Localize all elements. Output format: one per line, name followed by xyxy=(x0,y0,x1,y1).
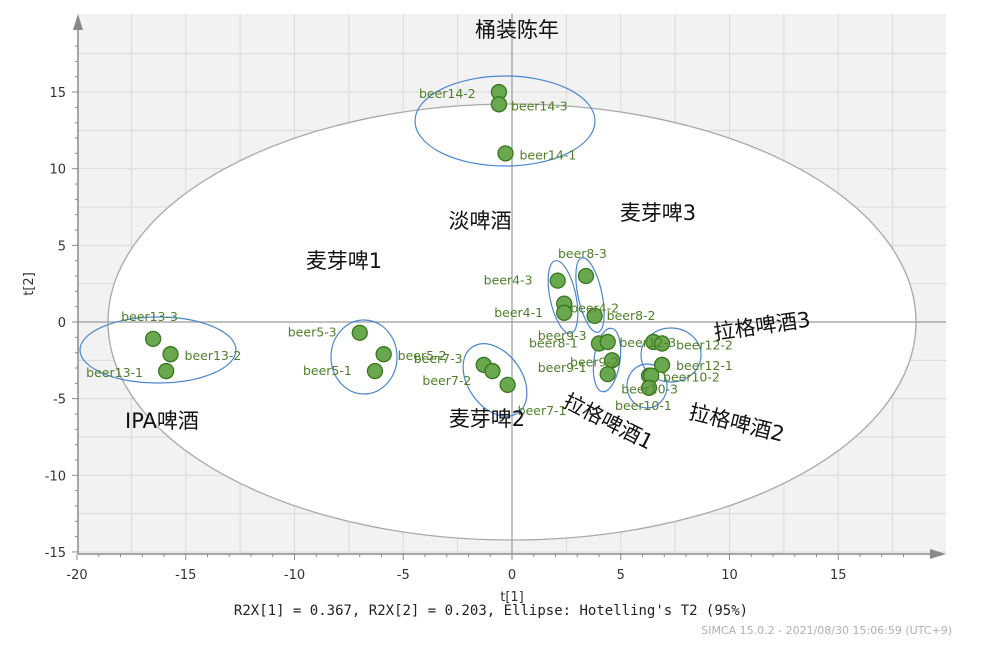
y-tick-label: 0 xyxy=(58,316,66,331)
x-tick-label: -5 xyxy=(397,568,410,583)
point-label: beer5-3 xyxy=(288,325,337,340)
point-label: beer10-1 xyxy=(615,398,672,413)
data-point xyxy=(484,362,501,380)
group-label: IPA啤酒 xyxy=(125,409,199,433)
x-tick-label: 15 xyxy=(830,568,847,583)
point-label: beer8-2 xyxy=(607,308,656,323)
data-point xyxy=(586,307,603,325)
data-point xyxy=(144,330,162,348)
point-label: beer10-3 xyxy=(621,382,678,397)
group-label: 麦芽啤3 xyxy=(620,201,696,225)
data-point xyxy=(490,96,508,113)
point-label: beer4-2 xyxy=(570,301,619,316)
y-tick-label: 10 xyxy=(49,163,66,178)
point-label: beer5-2 xyxy=(398,348,447,363)
x-tick-label: -10 xyxy=(284,568,305,583)
x-tick-label: 5 xyxy=(617,568,625,583)
data-point xyxy=(375,346,392,363)
point-label: beer12-2 xyxy=(676,337,733,352)
point-label: beer8-3 xyxy=(558,246,607,261)
y-tick-label: 5 xyxy=(58,239,66,254)
data-point xyxy=(351,324,368,341)
x-tick-label: 0 xyxy=(508,568,516,583)
point-label: beer13-2 xyxy=(185,348,242,363)
x-tick-label: 10 xyxy=(721,568,738,583)
y-tick-label: -5 xyxy=(53,393,66,408)
data-point xyxy=(158,362,175,380)
ellipse-lager-3 xyxy=(640,327,702,383)
group-label: 淡啤酒 xyxy=(449,209,512,233)
point-label: beer12-3 xyxy=(619,335,676,350)
group-label: 麦芽啤1 xyxy=(306,249,382,273)
data-point xyxy=(653,335,671,352)
ellipse-ipa xyxy=(79,316,237,384)
group-label: 麦芽啤2 xyxy=(449,407,525,431)
point-label: beer4-1 xyxy=(494,305,543,320)
point-label: beer12-1 xyxy=(676,358,733,373)
point-label: beer10-2 xyxy=(663,370,720,385)
ellipse-malt-2 xyxy=(462,343,528,417)
point-label: beer9-1 xyxy=(538,360,587,375)
data-point xyxy=(366,362,384,380)
x-axis-label: t[1] xyxy=(500,590,524,605)
point-label: beer4-3 xyxy=(484,273,533,288)
point-label: beer9-2 xyxy=(570,354,619,369)
x-axis-arrow xyxy=(930,549,946,559)
data-point xyxy=(653,356,671,374)
x-tick-label: -15 xyxy=(175,568,196,583)
ellipse-lager-2 xyxy=(626,363,668,409)
ellipse-malt-1 xyxy=(330,319,398,395)
software-timestamp: SIMCA 15.0.2 - 2021/08/30 15:06:59 (UTC+… xyxy=(701,624,952,637)
data-point xyxy=(162,346,179,363)
point-label: beer14-3 xyxy=(511,98,568,113)
footer-caption: R2X[1] = 0.367, R2X[2] = 0.203, Ellipse:… xyxy=(233,603,749,619)
data-point xyxy=(499,376,516,394)
point-label: beer7-1 xyxy=(518,403,567,418)
point-label: beer14-2 xyxy=(419,86,476,101)
ellipse-barrel-aged xyxy=(414,75,596,167)
data-point xyxy=(549,272,566,289)
data-point xyxy=(599,333,616,351)
point-label: beer9-3 xyxy=(538,328,587,343)
point-labels: beer14-2 beer14-3 beer14-1 beer13-3 beer13-2… xyxy=(86,86,733,418)
point-label: beer5-1 xyxy=(303,363,352,378)
y-axis-label: t[2] xyxy=(22,272,37,296)
point-label: beer14-1 xyxy=(519,147,576,162)
group-label: 桶装陈年 xyxy=(475,18,559,42)
data-point xyxy=(556,304,573,321)
point-label: beer7-3 xyxy=(414,351,463,366)
point-label: beer13-3 xyxy=(121,309,178,324)
point-label: beer7-2 xyxy=(422,373,471,388)
y-axis-arrow xyxy=(73,14,83,30)
axes xyxy=(72,14,946,560)
data-point xyxy=(497,145,514,162)
y-tick-label: 15 xyxy=(49,86,66,101)
y-tick-label: -10 xyxy=(45,469,66,484)
data-point xyxy=(640,379,658,397)
ellipse-malt-3a xyxy=(547,260,579,334)
ellipse-malt-3b xyxy=(575,257,605,333)
point-label: beer13-1 xyxy=(86,365,143,380)
data-point xyxy=(599,365,616,383)
data-points xyxy=(144,83,671,397)
point-label: beer8-1 xyxy=(529,335,578,350)
x-tick-label: -20 xyxy=(66,568,87,583)
data-point xyxy=(577,267,595,285)
y-tick-label: -15 xyxy=(45,546,66,561)
